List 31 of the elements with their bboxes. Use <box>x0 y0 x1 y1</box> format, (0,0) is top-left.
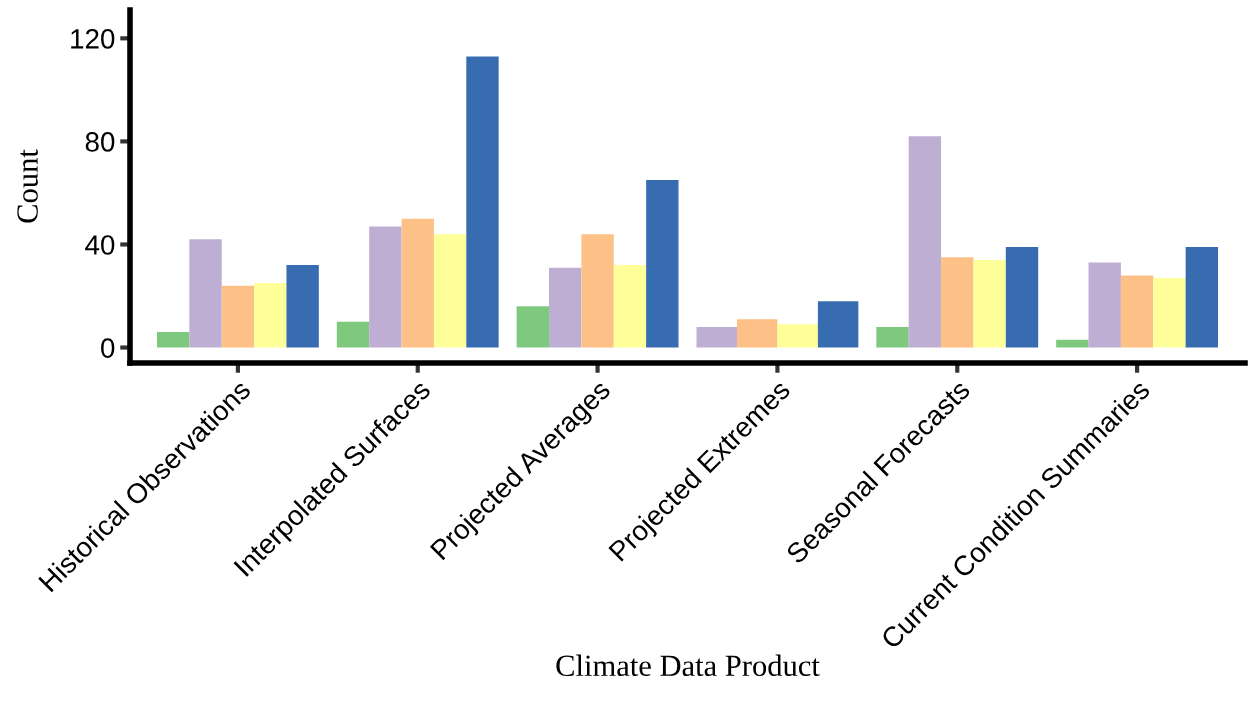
bar <box>1153 277 1186 348</box>
bar <box>646 180 679 348</box>
bar <box>466 56 499 348</box>
y-tick-label: 80 <box>85 132 115 152</box>
bar <box>1056 339 1089 348</box>
bar <box>254 283 287 348</box>
y-tick-label: 120 <box>71 29 115 49</box>
bar <box>286 265 319 348</box>
bar <box>401 218 434 348</box>
bar <box>941 257 974 348</box>
x-axis-title: Climate Data Product <box>556 654 820 677</box>
bar <box>1120 275 1154 348</box>
y-tick-label: 0 <box>101 338 115 358</box>
bar <box>516 306 550 348</box>
bar <box>581 234 614 348</box>
bar <box>876 326 909 348</box>
y-tick-label: 40 <box>85 235 115 255</box>
bar <box>433 234 467 348</box>
bar <box>1088 262 1121 348</box>
bar <box>973 259 1006 348</box>
bar <box>613 265 647 348</box>
bar <box>369 226 402 348</box>
bar <box>549 267 582 348</box>
bar <box>1185 247 1219 348</box>
bar <box>336 321 370 348</box>
bar <box>908 136 942 348</box>
y-axis-title: Count <box>17 149 38 223</box>
bar <box>156 332 190 348</box>
bar <box>1005 247 1039 348</box>
bar <box>189 239 222 348</box>
bar <box>221 285 255 348</box>
